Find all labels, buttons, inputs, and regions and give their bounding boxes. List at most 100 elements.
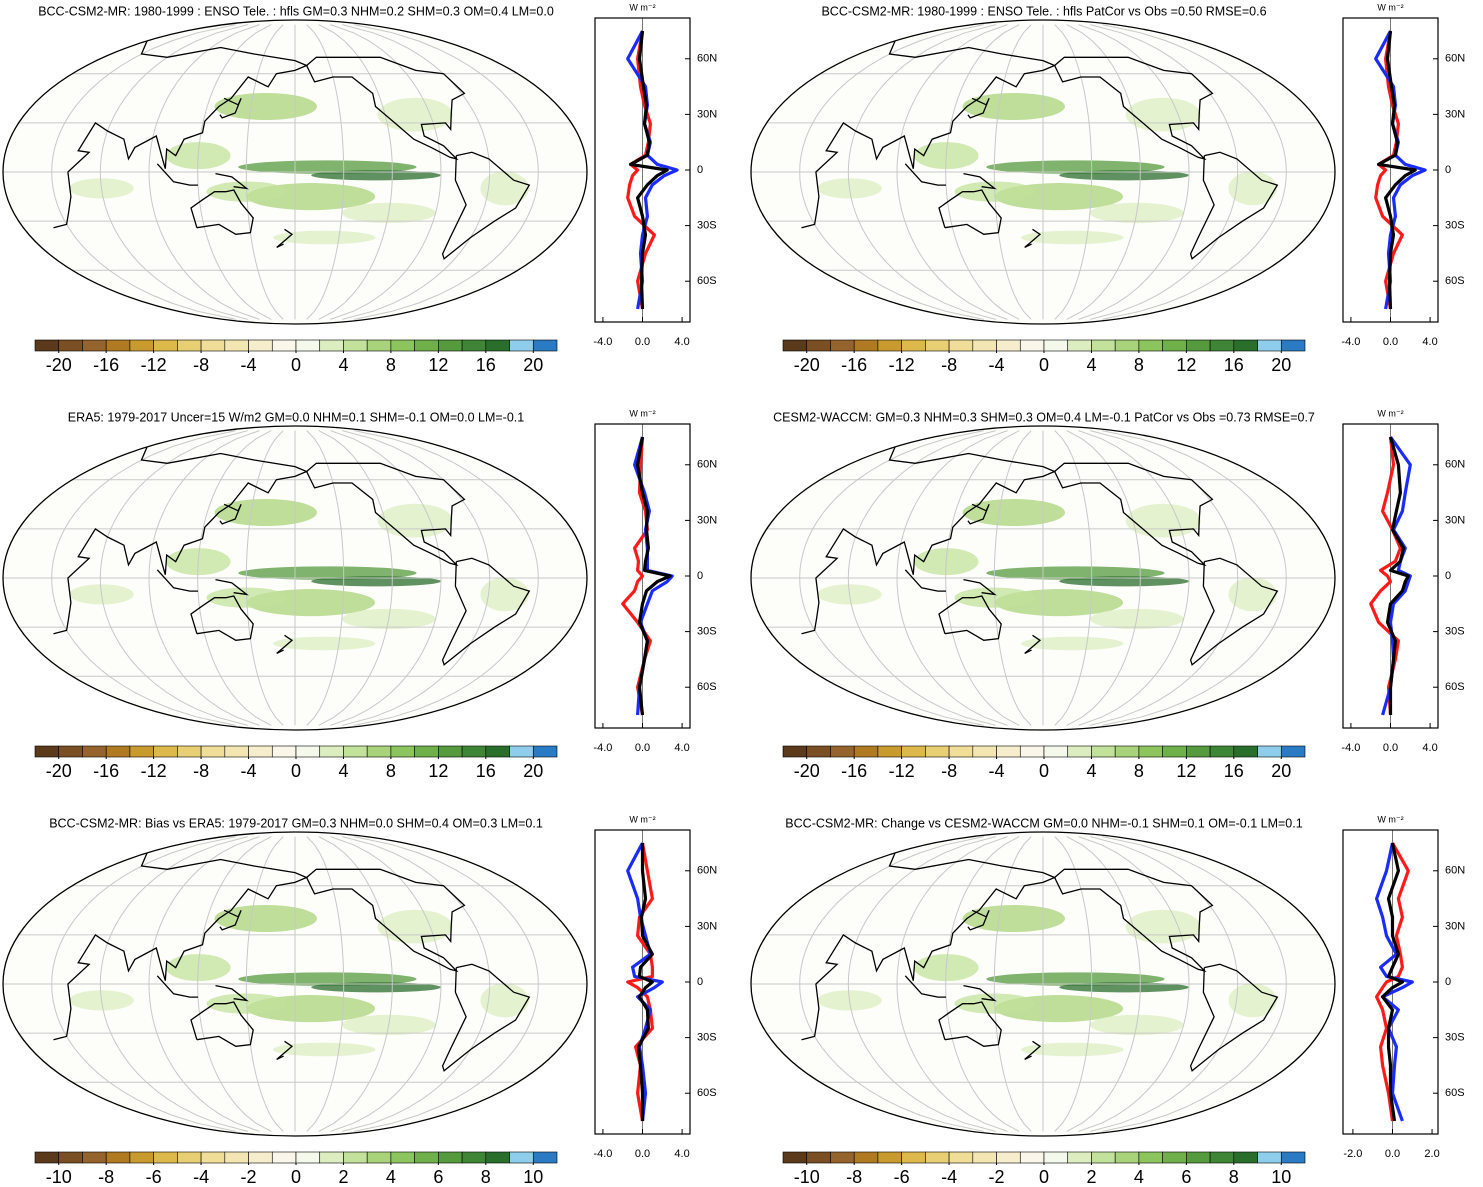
colorbar-label: -12 bbox=[889, 761, 915, 781]
graticule bbox=[99, 430, 248, 726]
colorbar-box bbox=[414, 339, 439, 352]
panel-title: ERA5: 1979-2017 Uncer=15 W/m2 GM=0.0 NHM… bbox=[68, 410, 525, 424]
colorbar-box bbox=[996, 1151, 1021, 1164]
colorbar-label: -8 bbox=[193, 761, 209, 781]
colorbar-box bbox=[224, 745, 249, 758]
anomaly-patch bbox=[214, 498, 317, 526]
coastline bbox=[963, 578, 997, 596]
unit-label: W m⁻² bbox=[1377, 408, 1403, 418]
y-tick-label: 60N bbox=[1445, 865, 1465, 877]
colorbar-box bbox=[58, 1151, 83, 1164]
colorbar-box bbox=[948, 745, 974, 758]
colorbar-box bbox=[925, 339, 950, 352]
coastline bbox=[963, 172, 997, 190]
colorbar-box bbox=[1138, 1151, 1163, 1164]
colorbar-box bbox=[1280, 745, 1306, 758]
colorbar-box bbox=[948, 1151, 974, 1164]
graticule bbox=[330, 836, 442, 1132]
colorbar-box bbox=[532, 339, 558, 352]
colorbar-label: -12 bbox=[141, 761, 167, 781]
graticule bbox=[197, 430, 272, 726]
graticule bbox=[306, 430, 345, 726]
colorbar-box bbox=[153, 339, 178, 352]
colorbar-label: 0 bbox=[291, 761, 301, 781]
colorbar-label: 2 bbox=[338, 1167, 348, 1187]
colorbar-box bbox=[390, 1151, 415, 1164]
zonal-frame bbox=[594, 423, 691, 729]
graticule bbox=[354, 430, 539, 726]
y-tick-label: 30S bbox=[1445, 220, 1465, 232]
map-field bbox=[3, 430, 587, 726]
colorbar-label: 0 bbox=[291, 1167, 301, 1187]
zonal-frame bbox=[594, 829, 691, 1135]
coastline bbox=[276, 228, 294, 248]
graticule bbox=[847, 24, 996, 320]
graticule bbox=[330, 24, 442, 320]
panel-title: BCC-CSM2-MR: 1980-1999 : ENSO Tele. : hf… bbox=[38, 4, 554, 18]
colorbar-box bbox=[806, 339, 831, 352]
colorbar-label: 4 bbox=[386, 1167, 396, 1187]
y-tick-label: 60S bbox=[697, 681, 717, 693]
colorbar-label: -8 bbox=[941, 761, 957, 781]
colorbar-box bbox=[271, 745, 297, 758]
colorbar-label: -20 bbox=[46, 761, 72, 781]
x-tick-label: 4.0 bbox=[674, 742, 689, 754]
graticule bbox=[1054, 24, 1093, 320]
colorbar-box bbox=[485, 745, 510, 758]
x-tick-label: 0.0 bbox=[1383, 336, 1398, 348]
y-tick-label: 0 bbox=[1445, 164, 1451, 176]
colorbar-label: 16 bbox=[476, 761, 496, 781]
colorbar-label: -4 bbox=[989, 761, 1005, 781]
colorbar-box bbox=[948, 339, 974, 352]
colorbar-box bbox=[1233, 745, 1258, 758]
anomaly-patch bbox=[273, 230, 376, 245]
colorbar-box bbox=[806, 1151, 831, 1164]
colorbar-box bbox=[996, 745, 1021, 758]
y-tick-label: 30N bbox=[1445, 108, 1465, 120]
colorbar-label: 4 bbox=[1086, 761, 1096, 781]
colorbar-box bbox=[509, 339, 534, 352]
anomaly-patch bbox=[480, 577, 529, 612]
y-tick-label: 60S bbox=[697, 1087, 717, 1099]
graticule bbox=[1078, 24, 1190, 320]
zonal-line bbox=[1381, 436, 1412, 716]
zonal-frame bbox=[1342, 17, 1439, 323]
coastline bbox=[967, 97, 990, 119]
colorbar-box bbox=[366, 1151, 392, 1164]
colorbar-box bbox=[248, 745, 273, 758]
colorbar-box bbox=[1091, 1151, 1116, 1164]
y-tick-label: 60S bbox=[697, 275, 717, 287]
colorbar-label: -8 bbox=[98, 1167, 114, 1187]
colorbar-label: -6 bbox=[894, 1167, 910, 1187]
colorbar-label: 12 bbox=[428, 355, 448, 375]
map-field bbox=[751, 836, 1335, 1132]
coastline bbox=[963, 984, 997, 1002]
graticule bbox=[148, 836, 260, 1132]
coastline bbox=[801, 40, 1057, 229]
anomaly-patch bbox=[1228, 983, 1277, 1018]
colorbar-label: 0 bbox=[1039, 355, 1049, 375]
colorbar-box bbox=[224, 339, 249, 352]
colorbar-box bbox=[1186, 745, 1211, 758]
anomaly-patch bbox=[962, 904, 1065, 932]
colorbar-box bbox=[271, 339, 297, 352]
colorbar-box bbox=[271, 1151, 297, 1164]
anomaly-patch bbox=[273, 1042, 376, 1057]
colorbar-box bbox=[461, 745, 487, 758]
colorbar-label: 4 bbox=[338, 761, 348, 781]
colorbar-box bbox=[877, 1151, 902, 1164]
colorbar-box bbox=[1019, 1151, 1045, 1164]
colorbar-box bbox=[177, 339, 202, 352]
colorbar-label: 8 bbox=[1134, 355, 1144, 375]
colorbar-box bbox=[343, 745, 368, 758]
colorbar-box bbox=[925, 1151, 950, 1164]
graticule bbox=[245, 836, 284, 1132]
colorbar-box bbox=[248, 1151, 273, 1164]
y-tick-label: 30N bbox=[1445, 514, 1465, 526]
colorbar-label: -20 bbox=[794, 761, 820, 781]
colorbar-box bbox=[532, 745, 558, 758]
colorbar-label: 16 bbox=[1224, 355, 1244, 375]
x-tick-label: 0.0 bbox=[1385, 1148, 1400, 1160]
graticule bbox=[1102, 24, 1287, 320]
colorbar-box bbox=[461, 1151, 487, 1164]
